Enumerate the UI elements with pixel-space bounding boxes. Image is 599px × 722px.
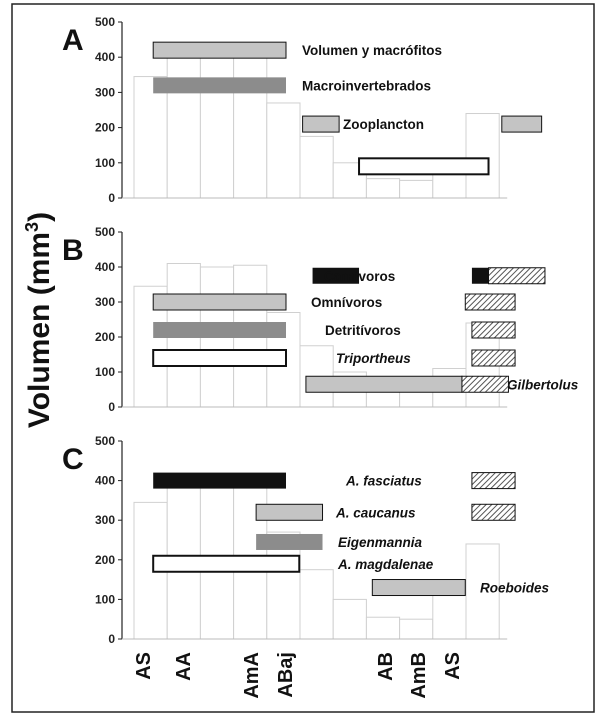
legend-segment: [153, 472, 286, 489]
legend-segment: [152, 554, 301, 573]
legend-segment: [471, 472, 516, 490]
y-tick-label: 200: [95, 330, 115, 344]
outer-frame: [11, 3, 595, 713]
volume-bar: [399, 618, 434, 640]
legend-segment: [371, 579, 466, 597]
y-tick-label: 500: [95, 15, 115, 29]
volume-bar: [465, 113, 500, 199]
x-tick-label: AA: [173, 652, 195, 681]
y-tick-label: 0: [108, 632, 115, 646]
y-tick-label: 300: [95, 295, 115, 309]
legend-segment: [471, 267, 489, 284]
volume-bar: [365, 178, 401, 199]
volume-bar: [166, 53, 201, 199]
legend-segment: [152, 349, 287, 367]
legend-segment: [152, 41, 287, 59]
y-tick-label: 100: [95, 592, 115, 606]
segment-label: Triportheus: [336, 351, 411, 366]
panel-letter: C: [62, 443, 84, 476]
segment-label: A. magdalenae: [337, 557, 434, 572]
y-tick-label: 0: [108, 400, 115, 414]
segment-label: Volumen y macrófitos: [302, 43, 442, 58]
panel-B: 0 100 200 300 400 500 B Carnívoros Omnívoros Detr…: [62, 225, 579, 414]
legend-segment: [471, 503, 516, 521]
panel-letter: B: [62, 234, 84, 267]
y-tick-label: 300: [95, 85, 115, 99]
legend-segment: [255, 503, 324, 521]
volume-bar: [299, 135, 334, 199]
legend-segment: [152, 293, 287, 311]
legend-segment: [488, 267, 546, 285]
panel-letter: A: [62, 24, 84, 57]
volume-bar: [133, 76, 168, 199]
legend-segment: [464, 293, 516, 311]
x-tick-label: AS: [133, 652, 155, 680]
x-tick-label: AmB: [408, 652, 430, 699]
legend-segment: [358, 157, 490, 176]
y-tick-label: 100: [95, 365, 115, 379]
legend-segment: [501, 115, 543, 133]
segment-label: A. caucanus: [335, 505, 416, 520]
legend-segment: [471, 349, 516, 367]
volume-bar: [332, 598, 367, 640]
y-axis-title: Volumen (mm3): [22, 212, 56, 428]
y-tick-label: 100: [95, 156, 115, 170]
segment-label: Zooplancton: [343, 117, 424, 132]
legend-segment: [153, 77, 286, 94]
x-tick-label: AB: [375, 652, 397, 681]
segment-label: Detritívoros: [325, 323, 401, 338]
x-tick-label: AmA: [241, 652, 263, 699]
segment-label: Roeboides: [480, 581, 550, 596]
legend-segment: [305, 375, 463, 393]
y-tick-label: 0: [108, 191, 115, 205]
segment-label: A. fasciatus: [345, 474, 422, 489]
volume-bar: [399, 179, 434, 199]
volume-bar: [299, 569, 334, 640]
legend-segment: [461, 375, 509, 393]
panel-C: 0 100 200 300 400 500 C A. fasciatus A. caucanus…: [62, 434, 550, 646]
volume-bar: [233, 54, 268, 199]
segment-label: Macroinvertebrados: [302, 78, 431, 93]
y-tick-label: 500: [95, 434, 115, 448]
y-tick-label: 200: [95, 121, 115, 135]
y-tick-label: 500: [95, 225, 115, 239]
panels: 0 100 200 300 400 500 A Volumen y macrófitos Mac…: [62, 15, 579, 646]
y-tick-label: 400: [95, 50, 115, 64]
segment-label: Eigenmannia: [338, 535, 423, 550]
segment-label: Gilbertolus: [507, 377, 579, 392]
segment-label: Omnívoros: [311, 295, 382, 310]
x-tick-label: AS: [442, 652, 464, 680]
volume-bar: [432, 594, 467, 640]
x-axis: AS AA AmA ABaj AB AmB AS: [133, 652, 464, 699]
x-tick-label: ABaj: [275, 652, 297, 698]
y-tick-label: 200: [95, 553, 115, 567]
legend-segment: [312, 267, 360, 284]
legend-segment: [256, 533, 323, 550]
y-tick-label: 400: [95, 260, 115, 274]
panel-A: 0 100 200 300 400 500 A Volumen y macrófitos Mac…: [62, 15, 543, 205]
y-tick-label: 300: [95, 513, 115, 527]
volume-bar: [266, 102, 301, 199]
volume-bar: [365, 616, 401, 640]
legend-segment: [302, 115, 340, 133]
segment-label: Carnívoros: [324, 269, 395, 284]
legend-segment: [471, 321, 516, 339]
y-tick-label: 400: [95, 474, 115, 488]
legend-segment: [153, 322, 286, 338]
